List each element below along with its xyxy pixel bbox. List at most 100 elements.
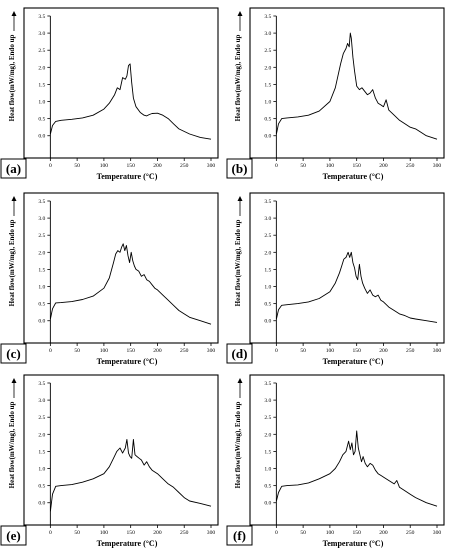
plot-frame bbox=[249, 7, 445, 159]
x-tick-label: 250 bbox=[180, 530, 189, 536]
y-tick-label: 0.0 bbox=[264, 501, 271, 507]
x-tick-label: 200 bbox=[379, 163, 388, 169]
x-tick-label: 200 bbox=[153, 348, 162, 354]
y-axis-label: Heat flow(mW/mg), Endo up bbox=[8, 35, 16, 122]
y-tick-label: 3.0 bbox=[38, 216, 45, 222]
x-tick-label: 200 bbox=[379, 348, 388, 354]
x-tick-label: 50 bbox=[74, 530, 80, 536]
chart-panel: 0.0 0.5 1.0 1.5 2.0 2.5 3.0 3.5 0 50 100 150 200 250 3… bbox=[226, 0, 452, 183]
x-tick-label: 100 bbox=[100, 530, 109, 536]
endo-up-arrowhead bbox=[237, 11, 243, 16]
x-tick-label: 250 bbox=[180, 348, 189, 354]
dsc-chart: 0.0 0.5 1.0 1.5 2.0 2.5 3.0 3.5 0 50 100 150 200 250 3… bbox=[226, 374, 445, 548]
endo-up-arrowhead bbox=[11, 378, 17, 383]
x-tick-label: 250 bbox=[406, 530, 415, 536]
x-tick-label: 200 bbox=[379, 530, 388, 536]
y-tick-label: 1.5 bbox=[264, 267, 271, 273]
chart-panel: 0.0 0.5 1.0 1.5 2.0 2.5 3.0 3.5 0 50 100 150 200 250 3… bbox=[0, 0, 226, 183]
y-tick-label: 0.5 bbox=[38, 484, 45, 490]
y-tick-label: 0.5 bbox=[38, 117, 45, 123]
y-axis-label: Heat flow(mW/mg), Endo up bbox=[8, 220, 16, 307]
y-axis-label: Heat flow(mW/mg), Endo up bbox=[8, 402, 16, 489]
endo-up-arrowhead bbox=[11, 196, 17, 201]
dsc-chart: 0.0 0.5 1.0 1.5 2.0 2.5 3.0 3.5 0 50 100 150 200 250 3… bbox=[0, 7, 219, 181]
panel-label: (f) bbox=[233, 528, 246, 543]
y-tick-label: 2.0 bbox=[264, 65, 271, 71]
y-tick-label: 0.0 bbox=[38, 319, 45, 325]
panel-label: (d) bbox=[232, 346, 248, 361]
y-tick-label: 0.5 bbox=[264, 484, 271, 490]
heat-flow-line bbox=[275, 430, 438, 507]
x-axis-label: Temperature (°C) bbox=[97, 539, 158, 548]
dsc-chart: 0.0 0.5 1.0 1.5 2.0 2.5 3.0 3.5 0 50 100 150 200 250 3… bbox=[0, 374, 219, 548]
x-tick-label: 0 bbox=[275, 348, 278, 354]
y-tick-label: 2.5 bbox=[38, 233, 45, 239]
x-axis-label: Temperature (°C) bbox=[323, 172, 384, 181]
y-tick-label: 0.5 bbox=[264, 302, 271, 308]
panel-label: (e) bbox=[6, 528, 20, 543]
x-tick-label: 150 bbox=[352, 163, 361, 169]
x-tick-label: 150 bbox=[352, 530, 361, 536]
x-tick-label: 100 bbox=[326, 530, 335, 536]
panel-label-box bbox=[226, 158, 253, 179]
y-tick-label: 2.0 bbox=[38, 250, 45, 256]
y-tick-label: 1.5 bbox=[38, 82, 45, 88]
x-tick-label: 300 bbox=[433, 530, 442, 536]
y-tick-label: 2.5 bbox=[264, 48, 271, 54]
chart-panel: 0.0 0.5 1.0 1.5 2.0 2.5 3.0 3.5 0 50 100 150 200 250 3… bbox=[0, 367, 226, 550]
y-tick-label: 3.5 bbox=[38, 199, 45, 205]
y-tick-label: 3.5 bbox=[38, 381, 45, 387]
heat-flow-line bbox=[275, 251, 438, 323]
y-tick-label: 3.0 bbox=[264, 216, 271, 222]
x-tick-label: 100 bbox=[326, 348, 335, 354]
y-tick-label: 1.5 bbox=[38, 449, 45, 455]
y-tick-label: 2.5 bbox=[38, 48, 45, 54]
y-tick-label: 3.0 bbox=[38, 31, 45, 37]
x-tick-label: 0 bbox=[275, 163, 278, 169]
y-tick-label: 0.5 bbox=[264, 117, 271, 123]
plot-frame bbox=[249, 374, 445, 526]
x-tick-label: 50 bbox=[74, 163, 80, 169]
x-tick-label: 0 bbox=[49, 163, 52, 169]
x-tick-label: 50 bbox=[300, 163, 306, 169]
y-tick-label: 1.0 bbox=[38, 100, 45, 106]
x-tick-label: 200 bbox=[153, 163, 162, 169]
dsc-chart: 0.0 0.5 1.0 1.5 2.0 2.5 3.0 3.5 0 50 100 150 200 250 3… bbox=[226, 7, 445, 181]
x-tick-label: 250 bbox=[180, 163, 189, 169]
y-tick-label: 1.0 bbox=[38, 285, 45, 291]
y-tick-label: 2.5 bbox=[264, 415, 271, 421]
panel-label: (a) bbox=[6, 161, 21, 176]
y-axis-label: Heat flow(mW/mg), Endo up bbox=[234, 35, 242, 122]
x-tick-label: 0 bbox=[49, 348, 52, 354]
x-tick-label: 0 bbox=[275, 530, 278, 536]
y-tick-label: 2.0 bbox=[38, 65, 45, 71]
x-tick-label: 300 bbox=[433, 348, 442, 354]
y-tick-label: 2.5 bbox=[38, 415, 45, 421]
x-tick-label: 150 bbox=[126, 163, 135, 169]
x-tick-label: 50 bbox=[300, 348, 306, 354]
x-axis-label: Temperature (°C) bbox=[97, 172, 158, 181]
y-tick-label: 3.0 bbox=[38, 398, 45, 404]
endo-up-arrowhead bbox=[11, 11, 17, 16]
plot-frame bbox=[249, 192, 445, 344]
y-tick-label: 0.0 bbox=[38, 501, 45, 507]
x-axis-label: Temperature (°C) bbox=[323, 539, 384, 548]
x-tick-label: 150 bbox=[352, 348, 361, 354]
panel-label-box bbox=[0, 525, 27, 546]
x-tick-label: 300 bbox=[207, 348, 216, 354]
heat-flow-line bbox=[49, 438, 212, 512]
plot-frame bbox=[23, 192, 219, 344]
x-tick-label: 300 bbox=[207, 530, 216, 536]
y-tick-label: 3.5 bbox=[264, 14, 271, 20]
x-tick-label: 100 bbox=[326, 163, 335, 169]
x-tick-label: 300 bbox=[433, 163, 442, 169]
endo-up-arrowhead bbox=[237, 196, 243, 201]
y-tick-label: 3.5 bbox=[38, 14, 45, 20]
x-tick-label: 250 bbox=[406, 163, 415, 169]
y-tick-label: 3.0 bbox=[264, 398, 271, 404]
x-tick-label: 50 bbox=[74, 348, 80, 354]
panel-label: (c) bbox=[6, 346, 20, 361]
x-tick-label: 200 bbox=[153, 530, 162, 536]
panel-label: (b) bbox=[232, 161, 248, 176]
